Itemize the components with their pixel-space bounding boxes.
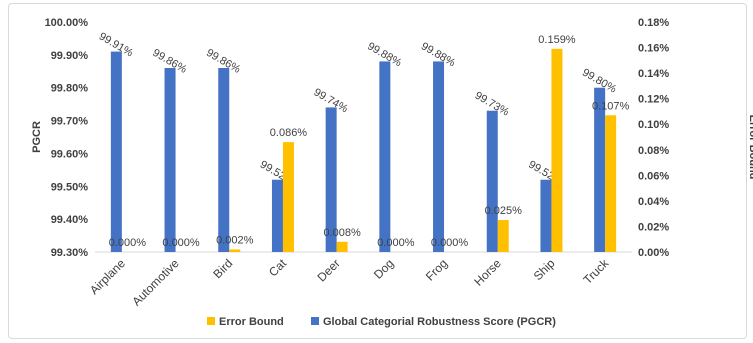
right-axis-tick-label: 0.06% xyxy=(638,170,669,182)
pgcr-bar xyxy=(325,107,337,252)
error-bound-data-label: 0.000% xyxy=(431,237,469,249)
error-bound-bar xyxy=(551,48,563,253)
pgcr-bar xyxy=(164,68,176,252)
right-axis-tick-label: 0.02% xyxy=(638,221,669,233)
category-label: Frog xyxy=(423,256,450,283)
error-bound-data-label: 0.086% xyxy=(270,127,308,139)
error-bound-data-label: 0.159% xyxy=(538,34,576,46)
error-bound-data-label: 0.002% xyxy=(216,234,254,246)
legend-label-error-bound: Error Bound xyxy=(219,316,284,328)
error-bound-data-label: 0.000% xyxy=(162,237,200,249)
left-axis-title: PGCR xyxy=(31,121,43,153)
category-label: Dog xyxy=(371,256,396,281)
pgcr-bar xyxy=(594,87,606,252)
category-label: Horse xyxy=(471,256,504,289)
category-label: Deer xyxy=(314,256,342,284)
category-label: Truck xyxy=(580,256,612,288)
left-axis-tick-label: 100.00% xyxy=(45,17,89,29)
right-axis-title: Error Bound xyxy=(747,115,753,180)
left-axis-tick-label: 99.50% xyxy=(51,181,89,193)
pgcr-bar xyxy=(379,61,391,252)
error-bound-bar xyxy=(497,220,509,252)
right-axis-tick-label: 0.10% xyxy=(638,119,669,131)
right-axis-tick-label: 0.08% xyxy=(638,145,669,157)
error-bound-bar xyxy=(336,241,348,252)
chart-frame xyxy=(8,3,747,339)
category-label: Bird xyxy=(210,256,235,281)
left-axis-tick-label: 99.90% xyxy=(51,50,89,62)
error-bound-data-label: 0.025% xyxy=(485,205,523,217)
category-label: Ship xyxy=(531,256,558,283)
left-axis-tick-label: 99.60% xyxy=(51,148,89,160)
legend-swatch-pgcr xyxy=(311,317,319,325)
error-bound-bar xyxy=(605,115,617,253)
right-axis-tick-label: 0.14% xyxy=(638,68,669,80)
pgcr-bar xyxy=(110,51,122,253)
category-label: Automotive xyxy=(129,256,182,309)
right-axis-tick-label: 0.18% xyxy=(638,17,669,29)
left-axis-tick-label: 99.70% xyxy=(51,116,89,128)
category-label: Cat xyxy=(266,256,290,280)
category-label: Airplane xyxy=(87,256,128,297)
pgcr-bar xyxy=(486,110,498,252)
right-axis-tick-label: 0.16% xyxy=(638,43,669,55)
error-bound-data-label: 0.000% xyxy=(377,237,415,249)
left-axis-tick-label: 99.40% xyxy=(51,214,89,226)
right-axis-tick-label: 0.12% xyxy=(638,94,669,106)
left-axis-tick-label: 99.80% xyxy=(51,83,89,95)
pgcr-bar xyxy=(218,68,230,252)
pgcr-bar xyxy=(433,61,445,252)
legend-swatch-error-bound xyxy=(207,317,215,325)
right-axis-tick-label: 0.04% xyxy=(638,196,669,208)
error-bound-bar xyxy=(229,249,241,252)
right-axis-tick-label: 0.00% xyxy=(638,247,669,259)
pgcr-bar xyxy=(540,179,552,252)
error-bound-data-label: 0.000% xyxy=(109,237,147,249)
error-bound-data-label: 0.107% xyxy=(592,100,630,112)
pgcr-bar xyxy=(271,179,283,252)
error-bound-bar xyxy=(282,142,294,252)
error-bound-data-label: 0.008% xyxy=(323,227,361,239)
left-axis-tick-label: 99.30% xyxy=(51,247,89,259)
legend-label-pgcr: Global Categorial Robustness Score (PGCR… xyxy=(323,316,556,328)
